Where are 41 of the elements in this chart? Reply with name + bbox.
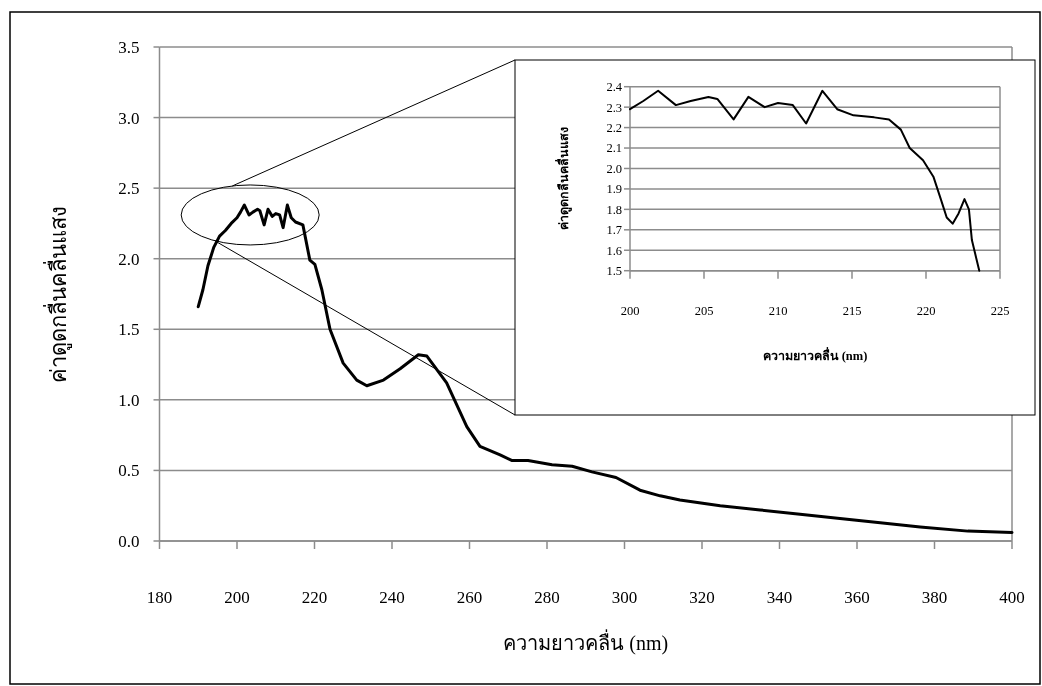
y-tick-label: 0.5 <box>118 461 140 481</box>
line-series <box>629 89 981 272</box>
y-tick-label: 1.8 <box>606 202 622 217</box>
x-tick-label: 320 <box>689 588 715 607</box>
y-tick-label: 2.5 <box>118 179 140 199</box>
x-tick-label: 225 <box>990 303 1010 318</box>
x-tick-label: 215 <box>842 303 862 318</box>
x-tick-label: 300 <box>611 588 638 607</box>
y-tick-label: 2.0 <box>118 249 140 269</box>
x-axis-title: ความยาวคลื่น (nm) <box>762 347 868 363</box>
y-tick-label: 1.5 <box>118 320 140 340</box>
x-tick-label: 210 <box>768 303 788 318</box>
x-tick-label: 240 <box>379 588 405 607</box>
y-tick-label: 2.0 <box>606 161 622 176</box>
y-tick-label: 1.6 <box>606 243 622 258</box>
x-tick-label: 205 <box>694 303 714 318</box>
x-tick-label: 180 <box>146 588 173 607</box>
x-tick-label: 220 <box>301 588 328 607</box>
y-tick-label: 3.5 <box>118 37 140 57</box>
y-tick-label: 1.9 <box>606 182 622 197</box>
x-axis-title: ความยาวคลื่น (nm) <box>503 629 669 655</box>
y-tick-label: 1.0 <box>118 390 140 410</box>
x-tick-label: 340 <box>766 588 793 607</box>
y-axis-title: ค่าดูดกลื่นคลื่นแสง <box>43 205 72 383</box>
y-tick-label: 2.4 <box>606 80 623 95</box>
y-tick-label: 1.5 <box>606 264 622 279</box>
y-tick-label: 2.1 <box>606 141 622 156</box>
x-tick-label: 280 <box>534 588 560 607</box>
x-tick-label: 260 <box>456 588 483 607</box>
x-tick-label: 360 <box>844 588 870 607</box>
x-tick-label: 220 <box>916 303 936 318</box>
y-tick-label: 3.0 <box>118 108 140 128</box>
y-tick-label: 0.0 <box>118 531 140 551</box>
y-tick-label: 2.3 <box>606 100 622 115</box>
x-tick-label: 380 <box>921 588 948 607</box>
x-tick-label: 200 <box>620 303 640 318</box>
x-tick-label: 200 <box>224 588 250 607</box>
y-tick-label: 2.2 <box>606 120 622 135</box>
x-tick-label: 400 <box>999 588 1025 607</box>
y-tick-label: 1.7 <box>606 223 622 238</box>
y-axis-title: ค่าดูดกลืนคลื่นแสง <box>555 127 572 231</box>
